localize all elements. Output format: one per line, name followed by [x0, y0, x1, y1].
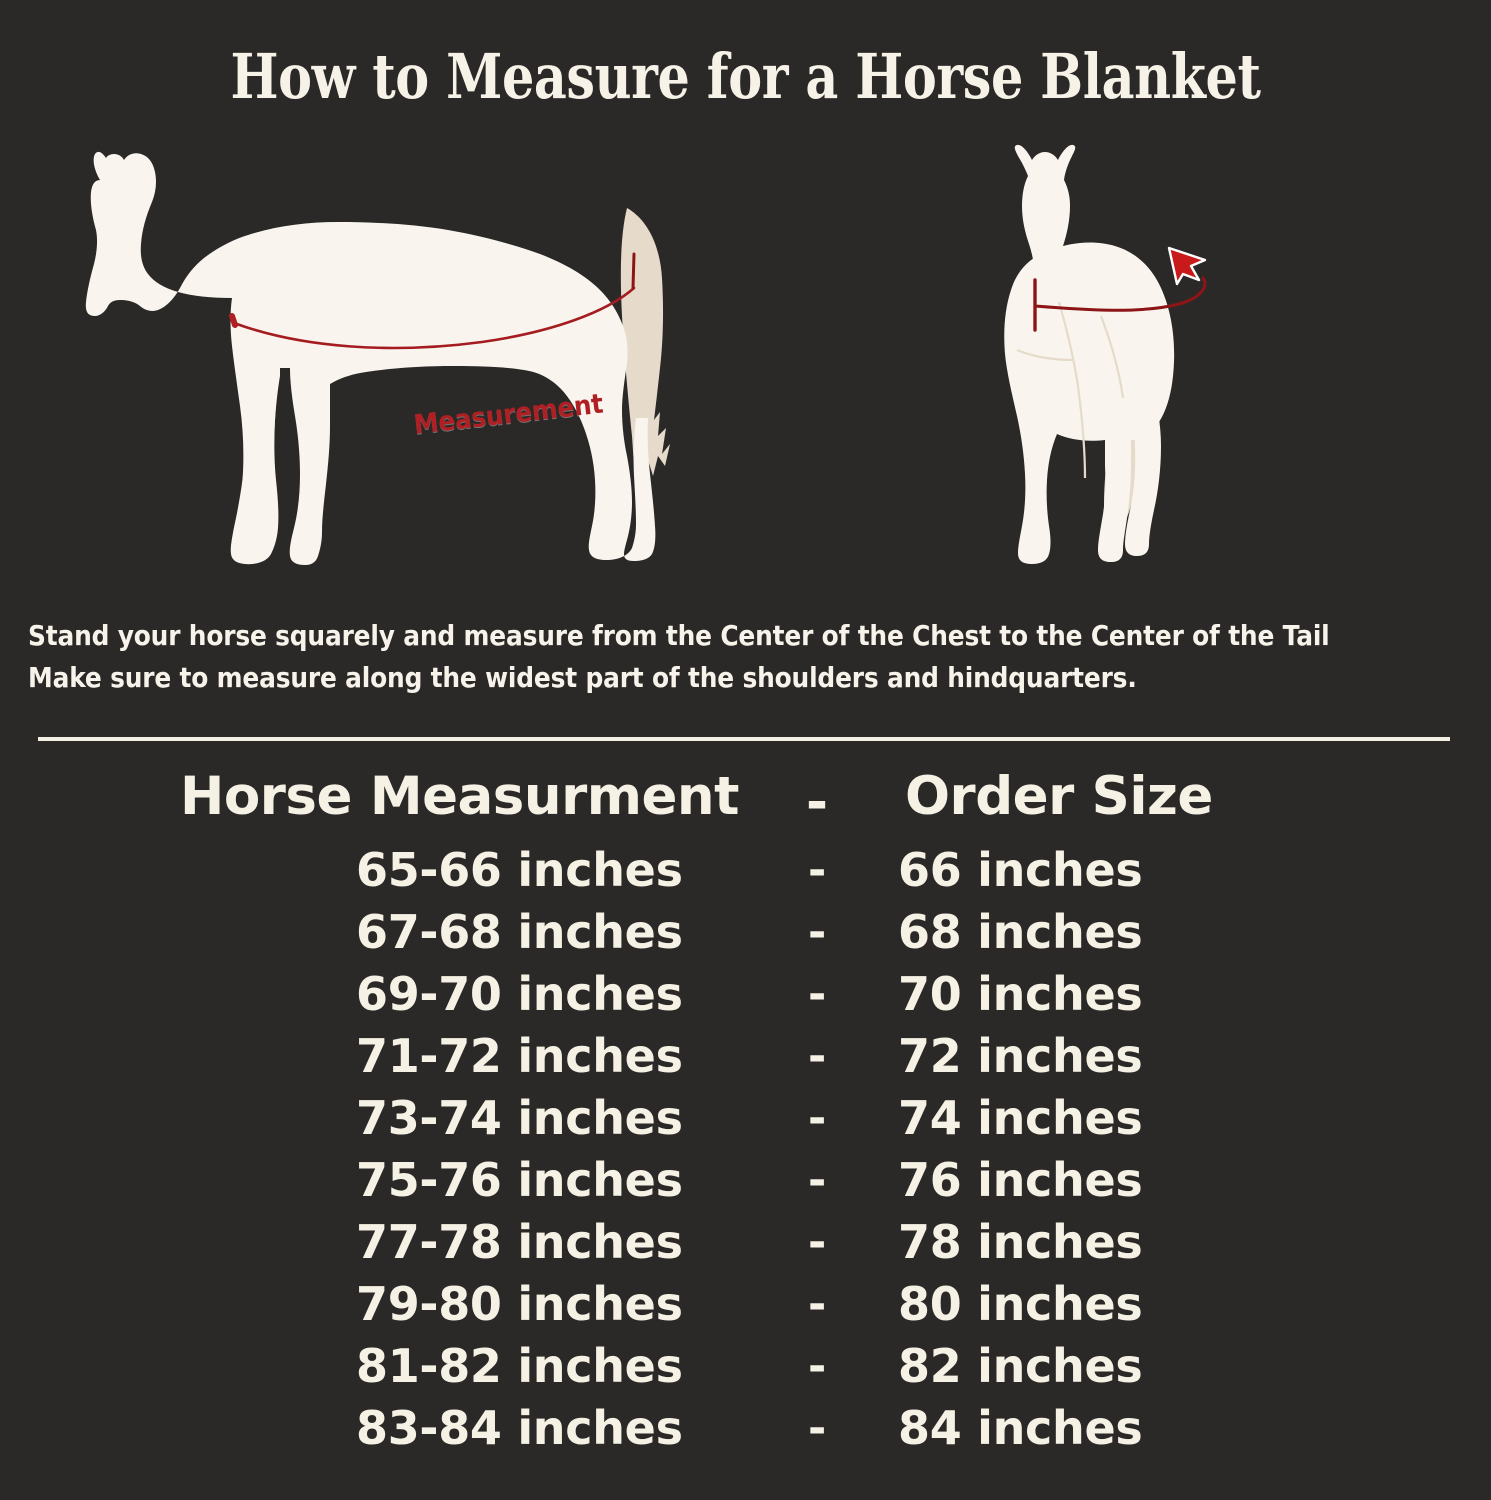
row-dash: -	[808, 1279, 826, 1330]
row-dash: -	[808, 1217, 826, 1268]
row-order-size: 66 inches	[898, 843, 1143, 897]
measurement-arrowhead	[1167, 246, 1207, 286]
measurement-end-tick	[631, 252, 636, 290]
row-dash: -	[808, 1155, 826, 1206]
table-row: 83-84 inches - 84 inches	[0, 1396, 1491, 1458]
row-measurement: 75-76 inches	[356, 1153, 683, 1207]
header-order-size: Order Size	[905, 766, 1213, 827]
horse-rear-left-leg-shape	[1125, 384, 1161, 556]
header-dash: -	[806, 772, 828, 833]
divider-rule	[38, 737, 1450, 741]
measurement-line-side	[232, 286, 636, 350]
row-dash: -	[808, 845, 826, 896]
table-header-row: Horse Measurment - Order Size	[0, 760, 1491, 838]
table-row: 81-82 inches - 82 inches	[0, 1334, 1491, 1396]
instructions-line-2: Make sure to measure along the widest pa…	[28, 661, 1137, 694]
measurement-start-tick	[229, 313, 238, 328]
horse-rear-body-shape	[1004, 242, 1175, 564]
instructions-block: Stand your horse squarely and measure fr…	[28, 616, 1331, 700]
horse-side-view-svg	[85, 151, 670, 566]
row-dash: -	[808, 1341, 826, 1392]
horse-rear-view-svg	[1004, 144, 1207, 564]
horse-rear-contour-3	[1016, 348, 1074, 362]
row-measurement: 83-84 inches	[356, 1401, 683, 1455]
table-row: 67-68 inches - 68 inches	[0, 900, 1491, 962]
row-order-size: 74 inches	[898, 1091, 1143, 1145]
measurement-line-rear	[1033, 276, 1207, 312]
illustration-panel: Measurement	[0, 128, 1491, 598]
instructions-line-1: Stand your horse squarely and measure fr…	[28, 620, 1330, 652]
row-dash: -	[808, 969, 826, 1020]
horse-foreleg-shape	[231, 298, 280, 565]
page-title: How to Measure for a Horse Blanket	[230, 40, 1261, 113]
row-measurement: 73-74 inches	[356, 1091, 683, 1145]
row-order-size: 84 inches	[898, 1401, 1143, 1455]
table-row: 75-76 inches - 76 inches	[0, 1148, 1491, 1210]
horse-side-view: Measurement	[62, 136, 702, 576]
row-dash: -	[808, 1403, 826, 1454]
row-order-size: 78 inches	[898, 1215, 1143, 1269]
row-order-size: 76 inches	[898, 1153, 1143, 1207]
horse-body-shape	[85, 151, 656, 566]
row-order-size: 70 inches	[898, 967, 1143, 1021]
row-order-size: 72 inches	[898, 1029, 1143, 1083]
header-measurement: Horse Measurment	[180, 766, 739, 827]
row-measurement: 69-70 inches	[356, 967, 683, 1021]
row-measurement: 67-68 inches	[356, 905, 683, 959]
table-row: 77-78 inches - 78 inches	[0, 1210, 1491, 1272]
table-row: 73-74 inches - 74 inches	[0, 1086, 1491, 1148]
table-row: 79-80 inches - 80 inches	[0, 1272, 1491, 1334]
row-measurement: 65-66 inches	[356, 843, 683, 897]
horse-rear-contour-2	[1099, 315, 1125, 399]
row-measurement: 71-72 inches	[356, 1029, 683, 1083]
table-row: 65-66 inches - 66 inches	[0, 838, 1491, 900]
table-row: 71-72 inches - 72 inches	[0, 1024, 1491, 1086]
row-measurement: 81-82 inches	[356, 1339, 683, 1393]
row-order-size: 68 inches	[898, 905, 1143, 959]
row-measurement: 77-78 inches	[356, 1215, 683, 1269]
horse-rear-view	[955, 134, 1255, 582]
row-dash: -	[808, 1031, 826, 1082]
size-chart-table: Horse Measurment - Order Size 65-66 inch…	[0, 760, 1491, 1458]
row-dash: -	[808, 907, 826, 958]
table-row: 69-70 inches - 70 inches	[0, 962, 1491, 1024]
row-dash: -	[808, 1093, 826, 1144]
horse-rear-contour-1	[1057, 301, 1087, 479]
row-order-size: 80 inches	[898, 1277, 1143, 1331]
row-measurement: 79-80 inches	[356, 1277, 683, 1331]
row-order-size: 82 inches	[898, 1339, 1143, 1393]
